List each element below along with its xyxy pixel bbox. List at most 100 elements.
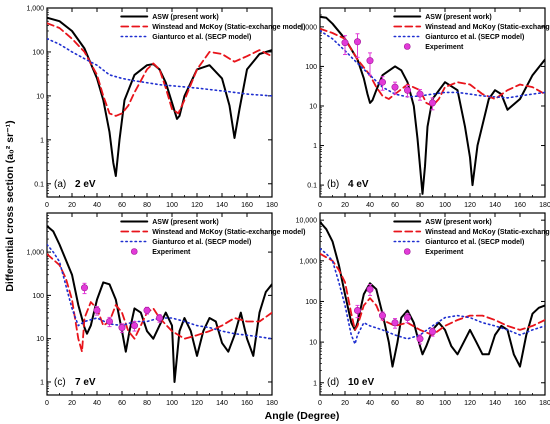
series-line-winstead [47, 22, 272, 117]
x-tick-label: 60 [391, 400, 399, 407]
x-tick-label: 20 [341, 202, 349, 209]
x-tick-label: 100 [166, 202, 178, 209]
series-line-asw [320, 15, 545, 195]
x-tick-label: 180 [539, 400, 550, 407]
y-tick-label: 1,000 [26, 6, 44, 13]
legend-label: ASW (present work) [152, 14, 219, 21]
y-tick-label: 100 [305, 64, 317, 71]
experiment-point [391, 83, 399, 91]
series-line-winstead [320, 252, 545, 336]
y-tick-label: 100 [32, 49, 44, 56]
figure-xlabel: Angle (Degree) [265, 410, 340, 422]
legend-marker-experiment [403, 248, 411, 255]
x-tick-label: 0 [45, 400, 49, 407]
panel-label: (d) [327, 377, 339, 388]
y-tick-label: 1,000 [299, 24, 317, 31]
legend-label: Gianturco et al. (SECP model) [152, 239, 251, 246]
experiment-point [353, 38, 361, 46]
x-tick-label: 160 [514, 202, 526, 209]
legend-marker-experiment [130, 248, 138, 255]
x-tick-label: 0 [45, 202, 49, 209]
y-tick-label: 10,000 [296, 218, 318, 225]
experiment-point [366, 285, 374, 293]
x-tick-label: 140 [216, 202, 228, 209]
legend-label: Winstead and McKoy (Static-exchange mode… [152, 229, 305, 236]
legend-label: Winstead and McKoy (Static-exchange mode… [425, 229, 550, 236]
legend-label: ASW (present work) [425, 14, 492, 21]
x-tick-label: 20 [68, 400, 76, 407]
experiment-point [81, 284, 89, 292]
x-tick-label: 160 [514, 400, 526, 407]
y-tick-label: 0.1 [34, 181, 44, 188]
panel-b: 0 20 40 60 80 100 120 140 160 180 0.1 1 10 100 1,000 AS… [299, 7, 550, 209]
legend-label: Experiment [152, 249, 191, 256]
experiment-point [93, 306, 101, 314]
x-tick-label: 120 [464, 202, 476, 209]
series-line-gianturco [320, 247, 545, 345]
experiment-point [403, 314, 411, 322]
experiment-point [106, 317, 114, 325]
y-tick-label: 100 [32, 293, 44, 300]
x-tick-label: 40 [93, 400, 101, 407]
x-tick-label: 140 [489, 202, 501, 209]
experiment-point [131, 322, 139, 330]
x-tick-label: 40 [366, 400, 374, 407]
legend-label: Gianturco et al. (SECP model) [152, 34, 251, 41]
experiment-point [353, 306, 361, 314]
panel-c: 0 20 40 60 80 100 120 140 160 180 1 10 100 1,000 ASW (… [26, 212, 305, 407]
x-tick-label: 160 [241, 400, 253, 407]
panel-energy: 7 eV [75, 377, 96, 388]
y-tick-label: 10 [36, 93, 44, 100]
legend-label: Experiment [425, 249, 464, 256]
experiment-point [403, 86, 411, 94]
y-tick-label: 1 [40, 137, 44, 144]
experiment-point [341, 39, 349, 47]
experiment-point [428, 328, 436, 336]
x-tick-label: 20 [68, 202, 76, 209]
series-line-asw [47, 225, 272, 383]
legend-label: Gianturco et al. (SECP model) [425, 34, 524, 41]
y-tick-label: 10 [36, 336, 44, 343]
x-tick-label: 60 [391, 202, 399, 209]
experiment-point [366, 57, 374, 65]
y-tick-label: 10 [309, 340, 317, 347]
y-tick-label: 1 [313, 143, 317, 150]
x-tick-label: 180 [266, 202, 278, 209]
panel-label: (b) [327, 179, 339, 190]
legend-label: ASW (present work) [425, 219, 492, 226]
experiment-point [156, 314, 164, 322]
legend-marker-experiment [403, 43, 411, 50]
x-tick-label: 140 [216, 400, 228, 407]
x-tick-label: 100 [439, 400, 451, 407]
legend-label: Winstead and McKoy (Static-exchange mode… [425, 24, 550, 31]
experiment-point [428, 99, 436, 107]
y-tick-label: 1 [313, 380, 317, 387]
experiment-point [416, 90, 424, 98]
legend-label: Experiment [425, 44, 464, 51]
experiment-point [391, 319, 399, 327]
x-tick-label: 140 [489, 400, 501, 407]
x-tick-label: 180 [539, 202, 550, 209]
experiment-point [416, 335, 424, 343]
experiment-point [118, 324, 126, 332]
panel-energy: 2 eV [75, 179, 96, 190]
panels: 0 20 40 60 80 100 120 140 160 1800.11101001,000AS… [26, 6, 550, 408]
x-tick-label: 60 [118, 202, 126, 209]
x-tick-label: 60 [118, 400, 126, 407]
y-tick-label: 1,000 [26, 250, 44, 257]
x-tick-label: 20 [341, 400, 349, 407]
series-line-winstead [47, 253, 272, 353]
legend-label: Winstead and McKoy (Static-exchange mode… [152, 24, 305, 31]
panel-d: 0 20 40 60 80 100 120 140 160 180 1 10 100 1,000 10,00… [296, 212, 550, 407]
series-line-gianturco [320, 29, 545, 99]
x-tick-label: 40 [93, 202, 101, 209]
y-tick-label: 1,000 [299, 258, 317, 265]
panel-a: 0 20 40 60 80 100 120 140 160 180 0.1 1 10 100 1,000 AS… [26, 6, 305, 210]
x-tick-label: 100 [166, 400, 178, 407]
panel-energy: 10 eV [348, 377, 374, 388]
y-tick-label: 100 [305, 299, 317, 306]
series-line-gianturco [47, 243, 272, 340]
x-tick-label: 120 [191, 400, 203, 407]
panel-energy: 4 eV [348, 179, 369, 190]
